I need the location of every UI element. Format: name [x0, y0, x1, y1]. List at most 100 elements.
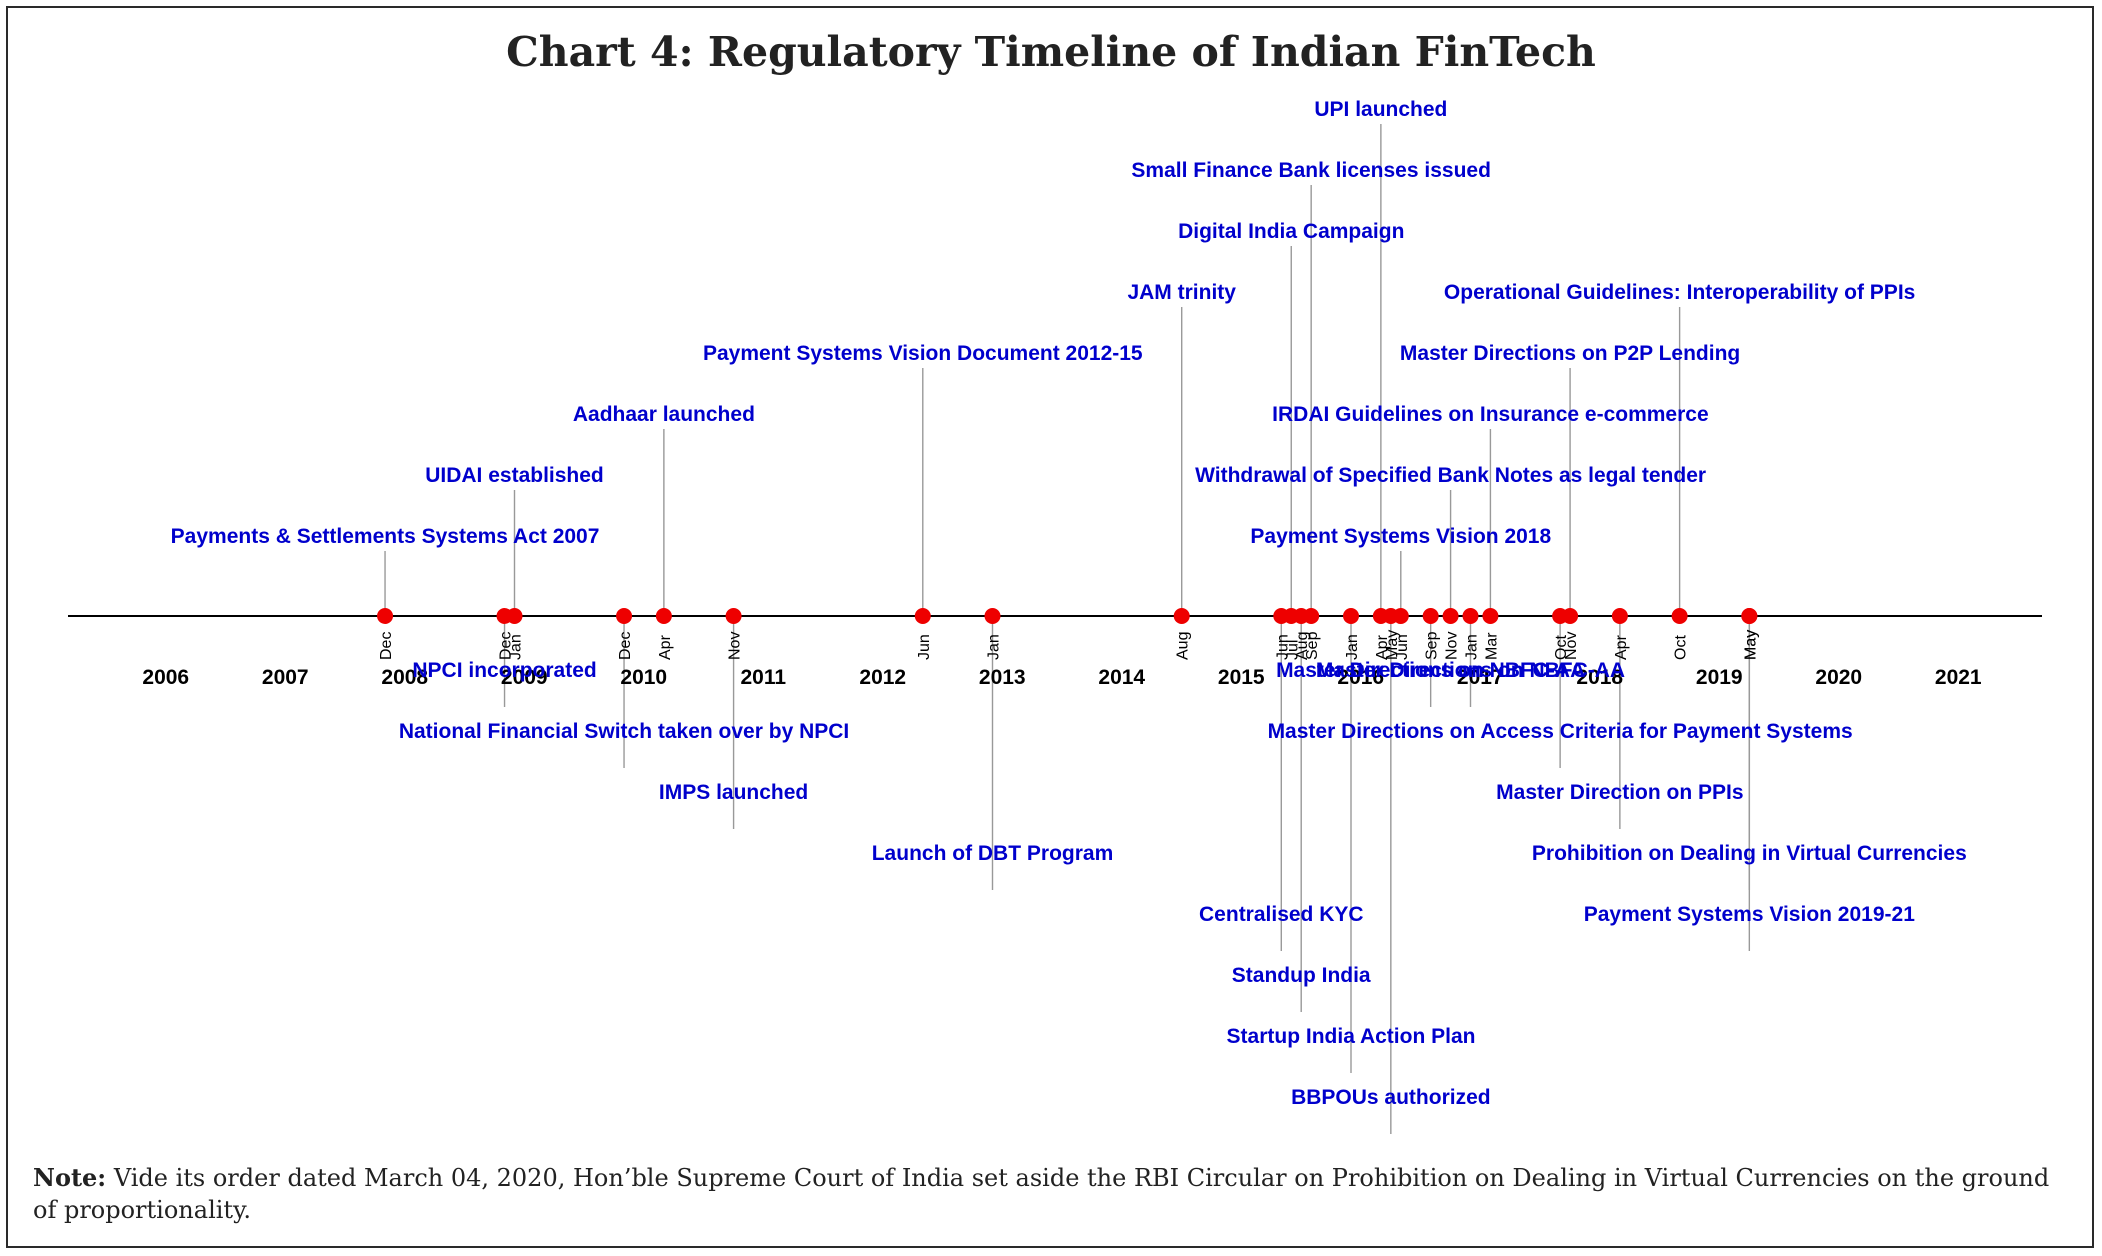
connector-lines — [384, 124, 1751, 1134]
event-marker — [1392, 608, 1409, 624]
month-label: Jan — [1464, 634, 1481, 660]
year-label-2021: 2021 — [1935, 666, 1982, 689]
event-label: NPCI incorporated — [412, 659, 596, 682]
year-label-2018: 2018 — [1576, 666, 1623, 689]
event-label: JAM trinity — [1127, 281, 1236, 304]
month-label: Nov — [727, 632, 744, 660]
event-marker — [984, 608, 1001, 624]
event-label: Aadhaar launched — [573, 403, 755, 426]
month-label: Jun — [916, 634, 933, 660]
month-label: May — [1742, 630, 1759, 660]
event-marker — [1422, 608, 1439, 624]
event-label: IRDAI Guidelines on Insurance e-commerce — [1272, 403, 1708, 426]
event-label: Launch of DBT Program — [872, 842, 1114, 865]
month-label: Nov — [1444, 632, 1461, 660]
month-label: Aug — [1175, 632, 1192, 660]
month-label: Dec — [617, 632, 634, 660]
event-marker — [914, 608, 931, 624]
footnote: Note: Vide its order dated March 04, 202… — [33, 1162, 2053, 1226]
event-marker — [1303, 608, 1320, 624]
month-label: Jun — [1394, 634, 1411, 660]
event-marker — [616, 608, 633, 624]
month-label: Apr — [657, 634, 674, 660]
month-label: Jan — [508, 634, 525, 660]
month-label: Sep — [1424, 631, 1441, 660]
year-label-2014: 2014 — [1098, 666, 1145, 689]
event-label: Master Direction on PPIs — [1496, 781, 1743, 804]
event-label: Operational Guidelines: Interoperability… — [1444, 281, 1915, 304]
month-label: Dec — [498, 632, 515, 660]
event-label: Withdrawal of Specified Bank Notes as le… — [1195, 464, 1706, 487]
event-label: Payments & Settlements Systems Act 2007 — [171, 525, 600, 548]
year-label-2013: 2013 — [979, 666, 1026, 689]
year-label-2019: 2019 — [1696, 666, 1743, 689]
event-label: Master Directions on Access Criteria for… — [1268, 720, 1853, 743]
event-marker — [1741, 608, 1758, 624]
event-label: Standup India — [1232, 964, 1371, 987]
event-marker — [377, 608, 394, 624]
month-label: Aug — [1294, 632, 1311, 660]
note-text: Vide its order dated March 04, 2020, Hon… — [33, 1164, 2050, 1224]
month-label: Oct — [1553, 635, 1570, 660]
month-label: Jan — [986, 634, 1003, 660]
event-marker — [655, 608, 672, 624]
event-label: Master Directions on P2P Lending — [1400, 342, 1740, 365]
event-label: Payment Systems Vision 2018 — [1250, 525, 1551, 548]
event-label: Prohibition on Dealing in Virtual Curren… — [1532, 842, 1967, 865]
event-label: Centralised KYC — [1199, 903, 1364, 926]
year-label-2007: 2007 — [262, 666, 309, 689]
year-label-2020: 2020 — [1815, 666, 1862, 689]
chart-frame — [6, 6, 2094, 1248]
event-marker — [1482, 608, 1499, 624]
month-label: Apr — [1613, 634, 1630, 660]
month-label: Apr — [1374, 634, 1391, 660]
chart-title: Chart 4: Regulatory Timeline of Indian F… — [506, 28, 1596, 76]
month-label: Mar — [1483, 632, 1500, 660]
month-label: May — [1384, 630, 1401, 660]
month-label: Sep — [1304, 631, 1321, 660]
event-marker — [1173, 608, 1190, 624]
year-labels: 2006 2007 2008 2009 2010 2011 2012 2013 2014 2015… — [142, 666, 1982, 689]
event-marker — [1442, 608, 1459, 624]
event-label: Master Directions on NBFC-AA — [1276, 659, 1585, 682]
event-marker — [1671, 608, 1688, 624]
event-markers — [377, 608, 1758, 624]
event-marker — [506, 608, 523, 624]
year-label-2006: 2006 — [142, 666, 189, 689]
event-label: National Financial Switch taken over by … — [399, 720, 849, 743]
event-label: Master Directions on NBFC-AA — [1316, 659, 1625, 682]
month-label: Oct — [1673, 635, 1690, 660]
month-label: Jan — [1344, 634, 1361, 660]
event-label: Payment Systems Vision 2019-21 — [1584, 903, 1915, 926]
month-label: Dec — [378, 632, 395, 660]
year-label-2010: 2010 — [620, 666, 667, 689]
event-marker — [1343, 608, 1359, 624]
year-label-2015: 2015 — [1218, 666, 1265, 689]
event-label: UIDAI established — [425, 464, 604, 487]
event-marker — [1562, 608, 1579, 624]
event-marker — [725, 608, 742, 624]
event-label: UPI launched — [1314, 98, 1447, 121]
event-marker — [1462, 608, 1479, 624]
event-label: Startup India Action Plan — [1227, 1025, 1476, 1048]
year-label-2016: 2016 — [1337, 666, 1384, 689]
year-label-2017: 2017 — [1457, 666, 1504, 689]
year-label-2011: 2011 — [740, 666, 786, 689]
event-marker — [1611, 608, 1628, 624]
month-label: Jun — [1274, 634, 1291, 660]
event-label: BBPOUs authorized — [1291, 1086, 1491, 1109]
month-label: Nov — [1563, 632, 1580, 660]
event-label: Small Finance Bank licenses issued — [1131, 159, 1491, 182]
note-label: Note: — [33, 1163, 107, 1192]
year-label-2012: 2012 — [859, 666, 906, 689]
event-label: Digital India Campaign — [1178, 220, 1404, 243]
event-label: IMPS launched — [659, 781, 808, 804]
event-labels: Payments & Settlements Systems Act 2007 N… — [171, 98, 1967, 1109]
month-label: Jul — [1284, 640, 1301, 660]
event-label: Payment Systems Vision Document 2012-15 — [703, 342, 1143, 365]
year-label-2009: 2009 — [501, 666, 548, 689]
month-label: May — [1742, 630, 1759, 660]
year-label-2008: 2008 — [381, 666, 428, 689]
